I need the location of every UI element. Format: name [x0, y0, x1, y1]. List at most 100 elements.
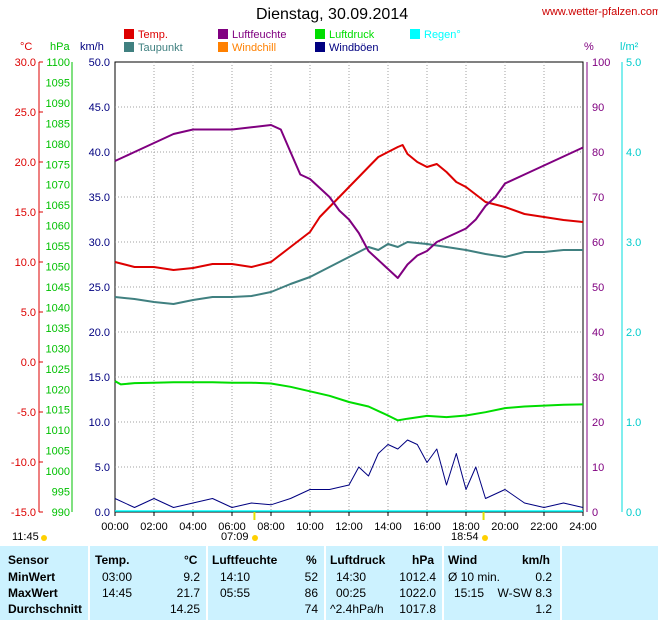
time-tick-label: 10:00	[296, 521, 324, 533]
humidity-tick-label: 40	[592, 327, 604, 339]
stats-wind-time: Ø 10 min.	[448, 570, 501, 584]
time-tick-label: 02:00	[140, 521, 168, 533]
time-tick-label: 20:00	[491, 521, 519, 533]
time-tick-label: 04:00	[179, 521, 207, 533]
humidity-tick-label: 70	[592, 192, 604, 204]
temp-tick-label: 5.0	[21, 307, 36, 319]
stats-row-label: MinWert	[8, 570, 56, 584]
legend-label: Windböen	[329, 42, 379, 54]
sunrise-label: 07:09	[221, 531, 249, 543]
stats-header-pressure: Luftdruck	[330, 553, 386, 567]
weather-chart: 30.0 25.0 20.0 15.0 10.0 5.0 0.0 -5.0 -10.0 -15.0…	[11, 29, 641, 541]
stats-pressure-value: 1012.4	[399, 570, 436, 584]
legend-swatch	[315, 29, 325, 39]
series-line-temp-	[114, 144, 584, 271]
sun-icon	[482, 535, 488, 541]
wind-tick-label: 20.0	[89, 327, 110, 339]
wind-tick-label: 40.0	[89, 147, 110, 159]
legend-label: Luftfeuchte	[232, 29, 286, 41]
stats-temp-time: 14:45	[102, 586, 133, 600]
stats-header-temp: Temp.	[95, 553, 130, 567]
temp-tick-label: -5.0	[17, 407, 36, 419]
stats-pressure-trend: ^2.4hPa/h	[330, 602, 384, 616]
wind-tick-label: 10.0	[89, 417, 110, 429]
stats-wind-value: W-SW 8.3	[497, 586, 552, 600]
wind-tick-label: 30.0	[89, 237, 110, 249]
pressure-tick-label: 1080	[46, 139, 70, 151]
pressure-tick-label: 1015	[46, 405, 70, 417]
temp-tick-label: 10.0	[15, 257, 36, 269]
humidity-tick-label: 50	[592, 282, 604, 294]
stats-pressure-value: 1022.0	[399, 586, 436, 600]
time-tick-label: 24:00	[569, 521, 597, 533]
site-link[interactable]: www.wetter-pfalzen.com	[542, 6, 658, 18]
humidity-tick-label: 60	[592, 237, 604, 249]
temp-tick-label: -10.0	[11, 457, 36, 469]
wind-tick-label: 15.0	[89, 372, 110, 384]
rain-tick-label: 0.0	[626, 507, 641, 519]
stats-pressure-time: 00:25	[336, 586, 367, 600]
wind-tick-label: 35.0	[89, 192, 110, 204]
humidity-tick-label: 20	[592, 417, 604, 429]
statistics-panel: Sensor Temp. °C Luftfeuchte % Luftdruck …	[0, 546, 658, 620]
rain-tick-label: 5.0	[626, 57, 641, 69]
time-tick-label: 18:00	[452, 521, 480, 533]
humidity-tick-label: 90	[592, 102, 604, 114]
legend-swatch	[218, 29, 228, 39]
stats-temp-value: 21.7	[176, 586, 200, 600]
rain-tick-label: 2.0	[626, 327, 641, 339]
humidity-tick-label: 100	[592, 57, 610, 69]
legend-label: Windchill	[232, 42, 276, 54]
stats-humidity-time: 14:10	[220, 570, 251, 584]
series-line-luftfeuchte	[114, 124, 584, 279]
stats-wind-value: 0.2	[535, 570, 552, 584]
temp-tick-label: -15.0	[11, 507, 36, 519]
stats-header-wind: Wind	[448, 553, 478, 567]
pressure-tick-label: 1000	[46, 466, 70, 478]
pressure-tick-label: 1045	[46, 282, 70, 294]
pressure-tick-label: 1090	[46, 98, 70, 110]
stats-header-temp-unit: °C	[184, 553, 198, 567]
temp-tick-label: 30.0	[15, 57, 36, 69]
stats-pressure-time: 14:30	[336, 570, 367, 584]
time-tick-label: 08:00	[257, 521, 285, 533]
pressure-tick-label: 1085	[46, 118, 70, 130]
stats-temp-value: 14.25	[169, 602, 200, 616]
pressure-tick-label: 1030	[46, 343, 70, 355]
wind-unit-label: km/h	[80, 41, 104, 53]
time-tick-label: 14:00	[374, 521, 402, 533]
rain-tick-label: 4.0	[626, 147, 641, 159]
pressure-tick-label: 1065	[46, 200, 70, 212]
temp-tick-label: 25.0	[15, 107, 36, 119]
legend-swatch	[410, 29, 420, 39]
wind-tick-label: 45.0	[89, 102, 110, 114]
pressure-tick-label: 1035	[46, 323, 70, 335]
stats-row-label: MaxWert	[8, 586, 58, 600]
legend-swatch	[218, 42, 228, 52]
stats-temp-time: 03:00	[102, 570, 133, 584]
temp-tick-label: 20.0	[15, 157, 36, 169]
rain-tick-label: 1.0	[626, 417, 641, 429]
wind-tick-label: 5.0	[95, 462, 110, 474]
pressure-tick-label: 1055	[46, 241, 70, 253]
page-title: Dienstag, 30.09.2014	[256, 6, 409, 23]
sun-icon	[41, 535, 47, 541]
temp-tick-label: 15.0	[15, 207, 36, 219]
legend-swatch	[124, 42, 134, 52]
series-line-windb-en	[114, 439, 584, 508]
pressure-tick-label: 1060	[46, 221, 70, 233]
legend-label: Regen°	[424, 29, 461, 41]
stats-header-wind-unit: km/h	[522, 553, 551, 567]
pressure-tick-label: 1075	[46, 159, 70, 171]
rain-tick-label: 3.0	[626, 237, 641, 249]
humidity-tick-label: 0	[592, 507, 598, 519]
humidity-tick-label: 30	[592, 372, 604, 384]
pressure-tick-label: 1020	[46, 384, 70, 396]
rain-unit-label: l/m²	[620, 41, 639, 53]
sun-icon	[252, 535, 258, 541]
temp-tick-label: 0.0	[21, 357, 36, 369]
wind-tick-label: 50.0	[89, 57, 110, 69]
stats-row-label: Durchschnitt	[8, 602, 83, 616]
humidity-tick-label: 80	[592, 147, 604, 159]
stats-header-humidity-unit: %	[306, 553, 317, 567]
